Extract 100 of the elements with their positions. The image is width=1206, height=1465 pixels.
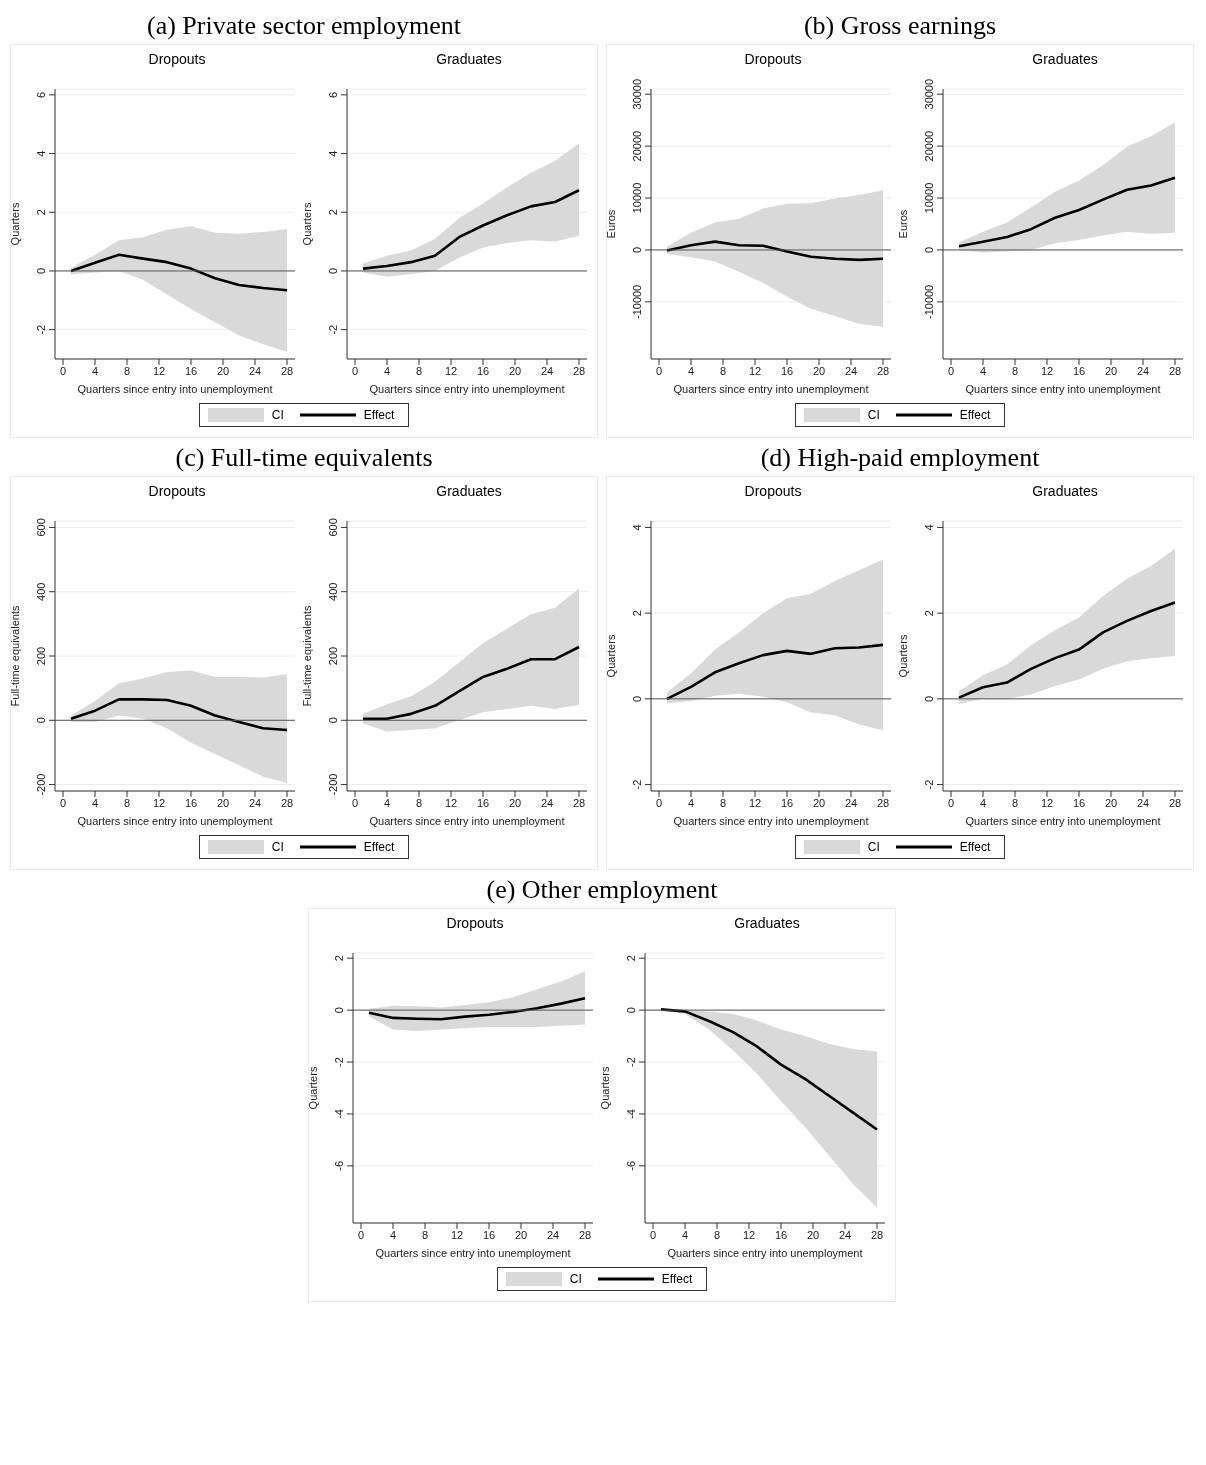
x-tick-label: 20 [1104, 364, 1118, 377]
y-tick-label: -200 [327, 773, 339, 796]
y-tick-label: 2 [923, 610, 935, 617]
x-tick-label: 20 [508, 364, 522, 377]
y-tick-label: 600 [327, 518, 339, 537]
x-tick-label: 28 [876, 796, 890, 809]
y-tick-label: -2 [327, 324, 339, 335]
x-tick-label: 0 [655, 796, 663, 809]
y-tick-label: 4 [327, 150, 339, 157]
x-tick-label: 0 [351, 796, 359, 809]
y-tick-label: -2 [625, 1057, 637, 1067]
x-tick-label: 16 [482, 1228, 496, 1241]
x-tick-label: 4 [979, 364, 987, 377]
x-tick-label: 28 [870, 1228, 884, 1241]
line-series [957, 601, 1177, 699]
y-axis-title: Quarters [300, 202, 313, 246]
x-tick-label: 4 [91, 796, 99, 809]
y-tick-label: -2 [35, 324, 47, 335]
y-tick-label: 2 [35, 209, 47, 216]
line-series [665, 643, 885, 701]
x-tick-label: 16 [1072, 364, 1086, 377]
y-tick-label: 30000 [923, 78, 935, 110]
x-axis-title: Quarters since entry into unemployment [77, 815, 273, 827]
y-tick-label: 2 [327, 209, 339, 216]
x-tick-label: 4 [687, 796, 695, 809]
text: CI [867, 408, 880, 422]
x-tick-label: 8 [415, 796, 423, 809]
text: CI [569, 1272, 582, 1286]
x-tick-label: 20 [812, 364, 826, 377]
x-tick-label: 28 [572, 796, 586, 809]
y-tick-label: -6 [625, 1160, 637, 1171]
x-axis-title: Quarters since entry into unemployment [375, 1247, 571, 1259]
x-tick-label: 12 [748, 364, 762, 377]
y-tick-label: 4 [35, 150, 47, 157]
x-tick-label: 28 [578, 1228, 592, 1241]
x-tick-label: 20 [508, 796, 522, 809]
y-axis-title: Quarters [306, 1066, 319, 1110]
y-tick-label: 0 [333, 1007, 345, 1014]
legend-label: Effect [661, 1272, 693, 1286]
y-tick-label: -2 [333, 1057, 345, 1067]
x-tick-label: 8 [719, 796, 727, 809]
x-tick-label: 8 [719, 364, 727, 377]
x-tick-label: 8 [123, 796, 131, 809]
x-tick-label: 20 [1104, 796, 1118, 809]
y-tick-label: 0 [327, 267, 339, 275]
x-axis-title: Quarters since entry into unemployment [369, 815, 565, 827]
y-tick-label: 0 [35, 717, 47, 724]
y-tick-label: -2 [923, 779, 935, 790]
x-tick-label: 16 [476, 364, 490, 377]
x-tick-label: 16 [780, 364, 794, 377]
legend-label: Effect [363, 840, 395, 854]
x-tick-label: 0 [357, 1228, 365, 1241]
y-tick-label: -4 [333, 1109, 345, 1119]
line-series [659, 1008, 879, 1131]
chart-title: Dropouts [147, 483, 207, 499]
y-tick-label: 0 [327, 717, 339, 724]
x-tick-label: 8 [415, 364, 423, 377]
text: (e) Other employment [485, 874, 719, 906]
y-tick-label: 600 [35, 518, 47, 537]
text: (b) Gross earnings [802, 10, 998, 42]
x-tick-label: 20 [812, 796, 826, 809]
text: (c) Full-time equivalents [174, 442, 434, 474]
x-tick-label: 8 [713, 1228, 721, 1241]
x-tick-label: 8 [1011, 364, 1019, 377]
x-tick-label: 0 [655, 364, 663, 377]
y-axis-title: Quarters [896, 634, 909, 678]
y-tick-label: 400 [327, 582, 339, 601]
text: CI [271, 408, 284, 422]
line-series [69, 698, 289, 732]
x-tick-label: 28 [280, 364, 294, 377]
chart-title: Dropouts [743, 483, 803, 499]
text: (d) High-paid employment [759, 442, 1041, 474]
x-tick-label: 24 [1136, 364, 1150, 377]
line-series [361, 188, 581, 270]
y-tick-label: 0 [631, 695, 643, 702]
chart-title: Dropouts [743, 51, 803, 67]
x-tick-label: 12 [742, 1228, 756, 1241]
x-tick-label: 12 [1040, 364, 1054, 377]
y-tick-label: -4 [625, 1109, 637, 1119]
x-tick-label: 4 [383, 364, 391, 377]
x-tick-label: 0 [351, 364, 359, 377]
x-tick-label: 4 [389, 1228, 397, 1241]
y-tick-label: -10000 [631, 284, 643, 320]
x-tick-label: 28 [572, 364, 586, 377]
y-axis-title: Quarters [604, 634, 617, 678]
y-tick-label: 10000 [923, 182, 935, 214]
x-tick-label: 24 [844, 796, 858, 809]
x-tick-label: 28 [1168, 796, 1182, 809]
y-tick-label: 2 [333, 955, 345, 962]
x-axis-title: Quarters since entry into unemployment [673, 815, 869, 827]
y-tick-label: 0 [631, 246, 643, 254]
y-tick-label: 6 [35, 91, 47, 98]
y-axis-title: Full-time equivalents [8, 605, 21, 707]
chart-title: Graduates [435, 51, 503, 67]
x-tick-label: 4 [91, 364, 99, 377]
x-tick-label: 4 [681, 1228, 689, 1241]
chart-title: Dropouts [445, 915, 505, 931]
y-tick-label: 20000 [923, 130, 935, 162]
y-tick-label: 200 [327, 646, 339, 666]
legend-label: Effect [959, 840, 991, 854]
